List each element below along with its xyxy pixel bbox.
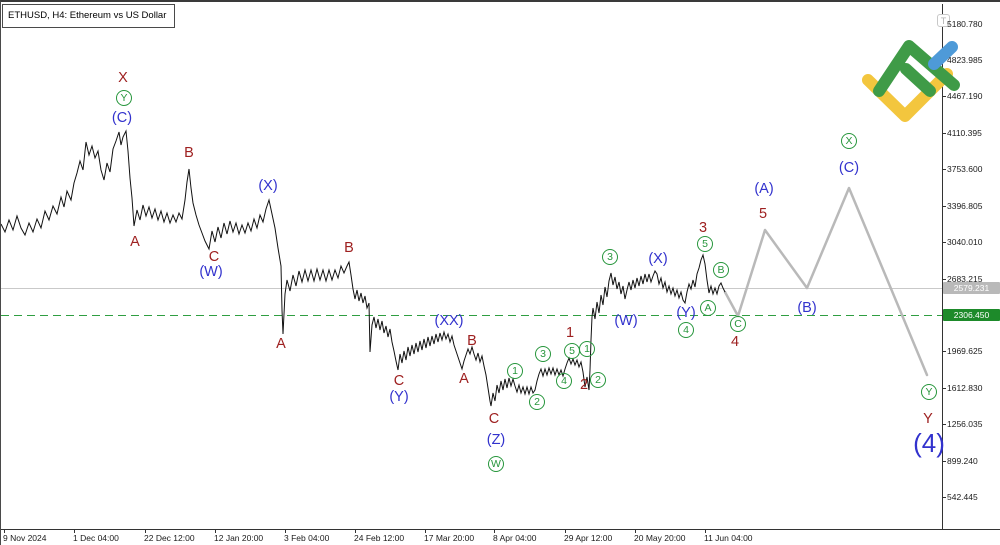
wave-label: (4) [913,428,945,458]
wave-label: A [276,335,286,352]
wave-label: Y [923,410,933,427]
wave-label: A [130,233,140,250]
wave-label-circled: 5 [697,236,713,252]
wave-label: (C) [838,159,860,176]
wave-label: 5 [758,205,768,222]
toolbar-t-icon[interactable]: T [937,14,950,27]
wave-label-circled: X [841,133,857,149]
wave-label-circled: A [700,300,716,316]
wave-label: (W) [199,263,223,280]
wave-label: C [208,248,220,265]
wave-label: (C) [111,109,133,126]
wave-label-circled: B [713,262,729,278]
price-axis-label: 1612.830 [947,383,983,393]
time-axis-label: 11 Jun 04:00 [704,533,753,543]
wave-label-circled: 2 [529,394,545,410]
price-axis-label: 1969.625 [947,346,983,356]
wave-label-circled: 1 [507,363,523,379]
wave-label-circled: 5 [564,343,580,359]
time-axis-label: 22 Dec 12:00 [144,533,195,543]
wave-label: C [393,372,405,389]
wave-label: (W) [614,312,638,329]
time-axis-label: 12 Jan 20:00 [214,533,264,543]
price-axis-label: 5180.780 [947,19,983,29]
wave-label-circled: 2 [590,372,606,388]
wave-label: B [344,239,354,256]
wave-label: (Z) [486,431,506,448]
price-axis-label: 4110.395 [947,128,982,138]
price-axis-label: 899.240 [947,456,978,466]
wave-label: (X) [258,177,278,194]
price-axis-label: 4467.190 [947,91,983,101]
time-axis-label: 20 May 20:00 [634,533,686,543]
wave-label: B [467,332,477,349]
price-axis-label: 542.445 [947,492,978,502]
wave-label: X [118,69,128,86]
wave-label: C [488,410,500,427]
wave-label-circled: 4 [678,322,694,338]
wave-label: 1 [565,324,575,341]
forecast-path [723,186,929,377]
wave-label-circled: 3 [602,249,618,265]
wave-label-circled: 4 [556,373,572,389]
wave-label-circled: C [730,316,746,332]
time-axis-label: 29 Apr 12:00 [564,533,613,543]
wave-label-circled: 1 [579,341,595,357]
wave-label: B [184,144,194,161]
price-axis-label: 3753.600 [947,164,983,174]
time-axis-label: 24 Feb 12:00 [354,533,405,543]
time-axis-label: 3 Feb 04:00 [284,533,330,543]
support-level-badge: 2306.450 [943,309,1000,321]
time-axis-label: 1 Dec 04:00 [73,533,119,543]
wave-label-circled: 3 [535,346,551,362]
price-series [1,129,726,407]
wave-label-circled: Y [116,90,132,106]
wave-label-circled: Y [921,384,937,400]
wave-label-circled: W [488,456,504,472]
wave-label: 3 [698,219,708,236]
time-axis-label: 8 Apr 04:00 [493,533,537,543]
time-axis-label: 17 Mar 20:00 [424,533,475,543]
wave-label: (B) [797,299,817,316]
price-axis-label: 3396.805 [947,201,983,211]
wave-label: 2 [579,376,589,393]
price-axis-label: 3040.010 [947,237,983,247]
wave-label: (Y) [676,304,696,321]
wave-label: (X) [648,250,668,267]
wave-label: 4 [730,333,740,350]
wave-label: (Y) [389,388,409,405]
price-axis-label: 2683.215 [947,274,983,284]
litefinance-logo-icon [928,41,958,70]
chart-title: ETHUSD, H4: Ethereum vs US Dollar [2,4,175,28]
wave-label: A [459,370,469,387]
price-axis-label: 4823.985 [947,55,983,65]
wave-label: (A) [754,180,774,197]
current-price-badge: 2579.231 [943,282,1000,294]
litefinance-logo-icon [873,40,960,97]
time-axis-label: 9 Nov 2024 [3,533,47,543]
wave-label: (XX) [434,312,464,329]
price-axis-label: 1256.035 [947,419,983,429]
